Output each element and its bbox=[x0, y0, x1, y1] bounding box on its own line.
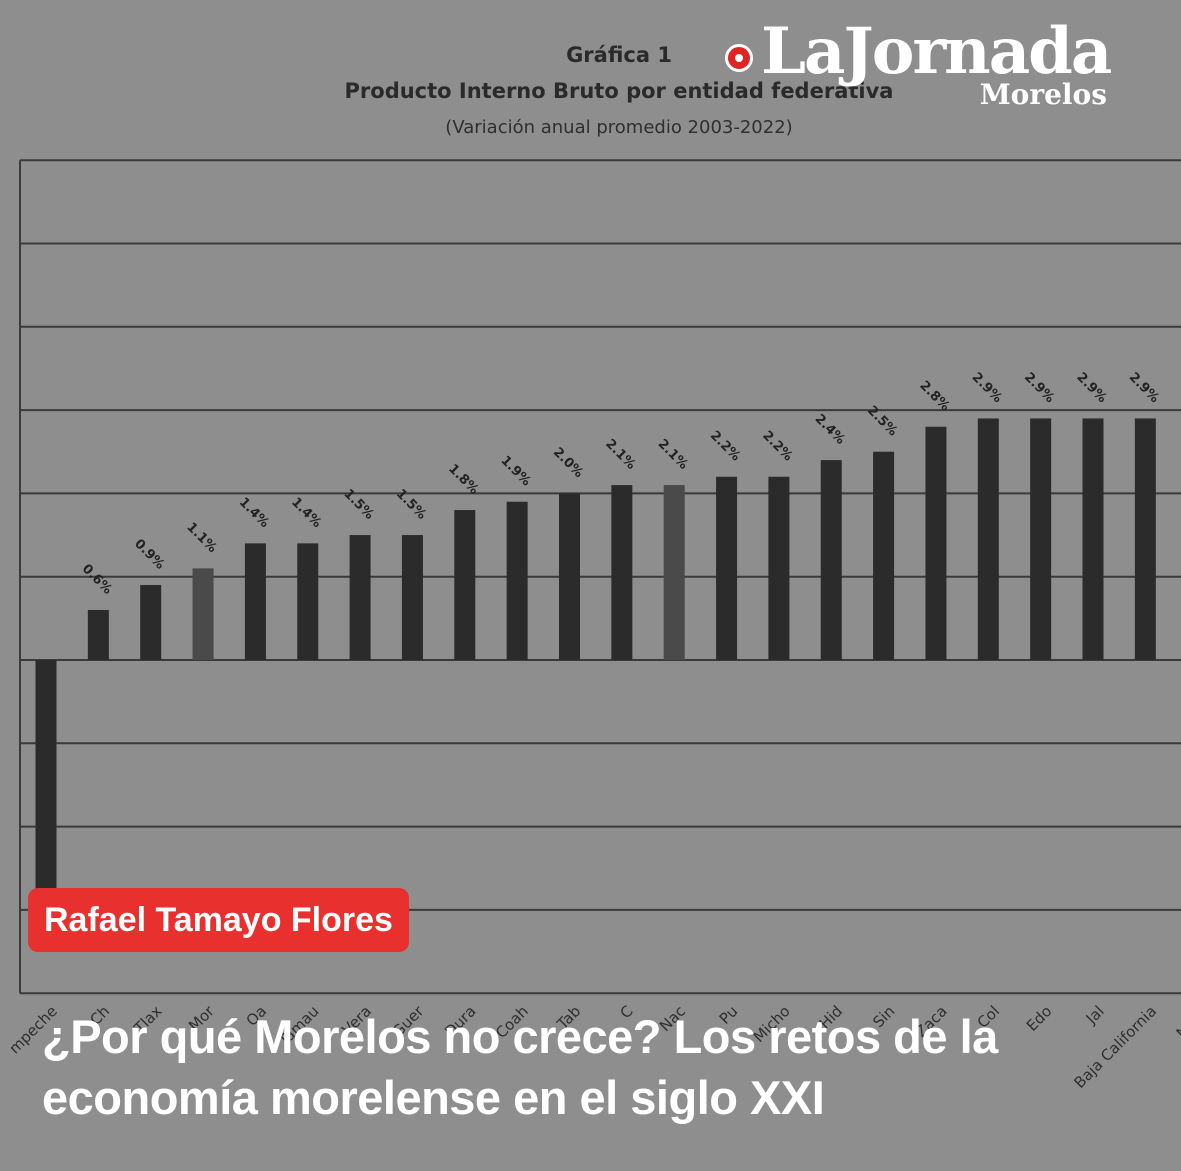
bar-oaxaca bbox=[244, 543, 266, 660]
bar-veracruz bbox=[349, 535, 371, 660]
bar-nacional bbox=[663, 485, 685, 660]
data-label: 0.6% bbox=[79, 561, 115, 597]
brand-emblem-icon bbox=[725, 44, 753, 72]
data-label: 2.4% bbox=[812, 412, 848, 448]
bar-michoac-n bbox=[768, 476, 790, 660]
bar-tabasco bbox=[559, 493, 580, 660]
bar-tlaxcala bbox=[140, 585, 162, 660]
data-label: 2.9% bbox=[1021, 370, 1057, 406]
bar-guerrero bbox=[401, 535, 423, 660]
data-label: 2.0% bbox=[550, 445, 586, 481]
data-label: 1.4% bbox=[288, 495, 324, 531]
bar-morelos bbox=[192, 568, 214, 660]
bar-cdmx bbox=[611, 485, 633, 660]
data-label: 2.2% bbox=[707, 428, 743, 464]
data-label: 1.5% bbox=[393, 487, 429, 523]
data-label: 1.4% bbox=[236, 495, 272, 531]
bar-edomex bbox=[1030, 418, 1052, 660]
chart-note: (Variación anual promedio 2003-2022) bbox=[445, 117, 792, 138]
bar-sinaloa bbox=[873, 451, 895, 660]
data-label: 1.1% bbox=[183, 520, 219, 556]
data-label: 2.5% bbox=[864, 403, 900, 439]
data-label: 1.5% bbox=[341, 487, 377, 523]
bar-coahuila bbox=[506, 501, 528, 660]
author-badge[interactable]: Rafael Tamayo Flores bbox=[28, 888, 409, 952]
bar-hidalgo bbox=[820, 460, 842, 660]
brand-name: LaJornada bbox=[761, 14, 1112, 89]
chart-title: Gráfica 1 bbox=[566, 43, 672, 67]
bar-durango bbox=[454, 510, 476, 660]
category-label: Naya bbox=[1173, 1002, 1181, 1042]
bar-tamaulipas bbox=[297, 543, 319, 660]
bar-campeche bbox=[35, 660, 57, 952]
data-label: 2.8% bbox=[916, 378, 952, 414]
data-label: 2.2% bbox=[759, 428, 795, 464]
chart-subtitle: Producto Interno Bruto por entidad feder… bbox=[345, 79, 894, 103]
brand-edition: Morelos bbox=[979, 78, 1107, 111]
headline-line-1: ¿Por qué Morelos no crece? Los retos de … bbox=[42, 1010, 998, 1063]
data-label: 1.8% bbox=[445, 462, 481, 498]
data-label: 2.1% bbox=[602, 437, 638, 473]
article-headline[interactable]: ¿Por qué Morelos no crece? Los retos de … bbox=[42, 1006, 1142, 1128]
headline-line-2: economía morelense en el siglo XXI bbox=[42, 1071, 825, 1124]
bar-baja-california bbox=[1134, 418, 1156, 660]
data-label: 2.9% bbox=[969, 370, 1005, 406]
chart-bars bbox=[35, 418, 1156, 952]
bar-zacatecas bbox=[925, 426, 947, 660]
bar-puebla bbox=[716, 476, 738, 660]
brand-logo[interactable]: LaJornada Morelos bbox=[725, 14, 1155, 122]
data-label: 2.9% bbox=[1126, 370, 1162, 406]
bar-colima bbox=[977, 418, 999, 660]
data-label: 1.9% bbox=[498, 453, 534, 489]
bar-chiapas bbox=[87, 610, 109, 660]
data-label: 0.9% bbox=[131, 537, 167, 573]
bar-jalisco bbox=[1082, 418, 1104, 660]
data-label: 2.1% bbox=[655, 437, 691, 473]
data-label: 2.9% bbox=[1073, 370, 1109, 406]
